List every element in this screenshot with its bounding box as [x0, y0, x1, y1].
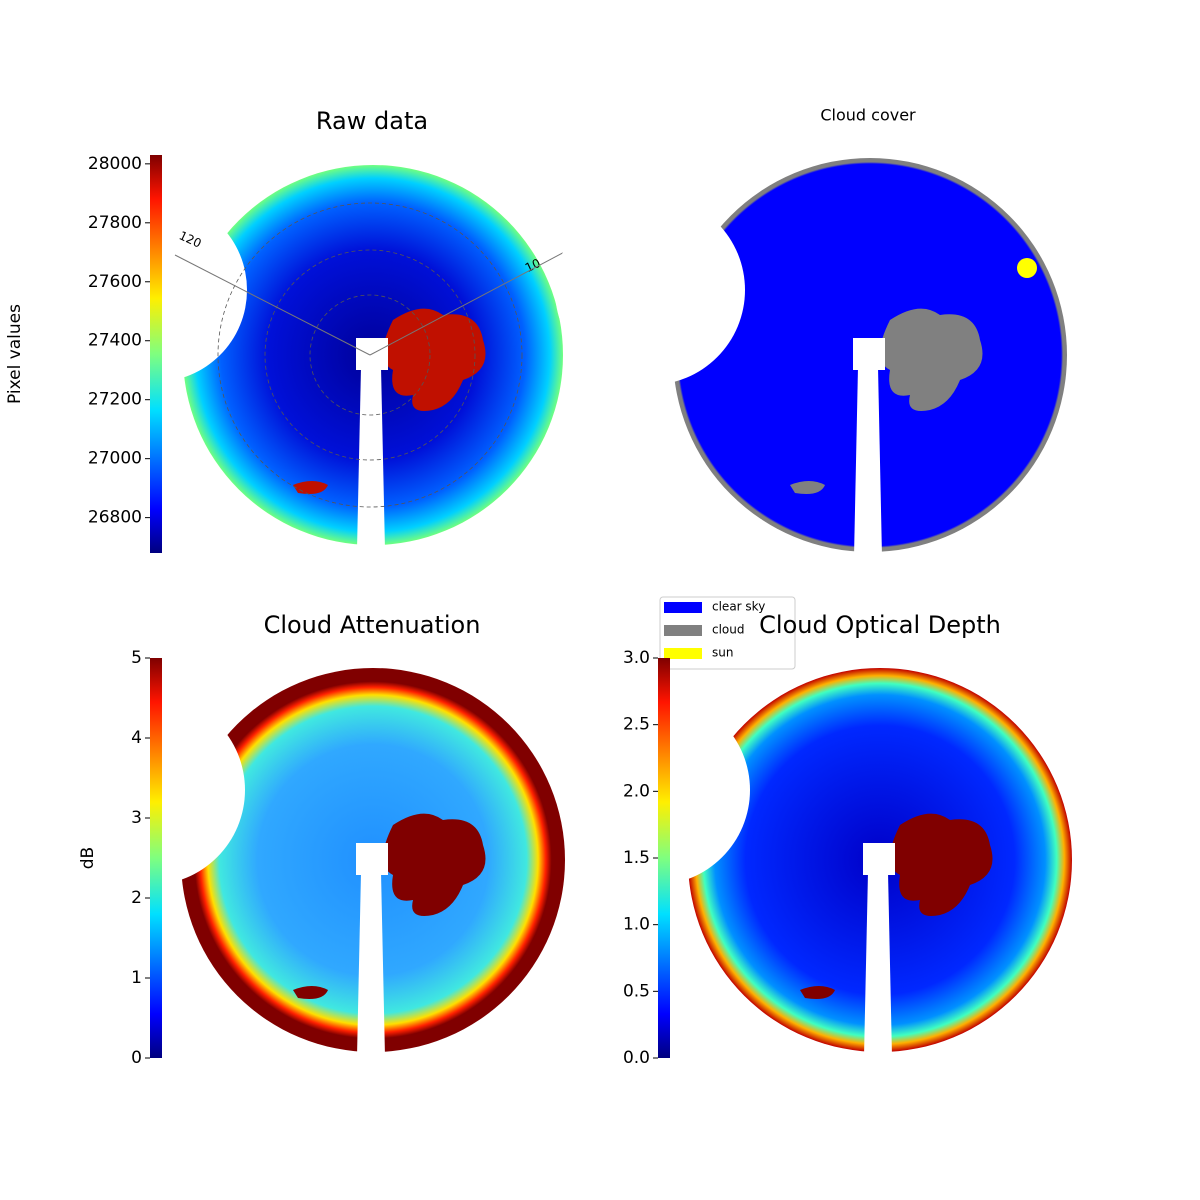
colorbar-tick-label: 27600	[88, 272, 142, 292]
cloud-region	[383, 813, 486, 916]
cloud-region	[800, 986, 835, 999]
panel-title: Cloud Optical Depth	[759, 611, 1001, 639]
colorbar-tick-label: 0.5	[623, 981, 650, 1001]
camera-mount	[853, 338, 885, 370]
polar-ring	[309, 294, 431, 416]
legend-label: sun	[712, 646, 733, 660]
colorbar-tick-label: 0	[131, 1048, 142, 1068]
colorbar	[658, 658, 670, 1058]
colorbar-tick-label: 1.0	[623, 915, 650, 935]
horizon-cutout	[560, 695, 750, 885]
colorbar-tick-label: 3.0	[623, 648, 650, 668]
polar-spoke	[174, 254, 371, 356]
colorbar-tick-label: 0.0	[623, 1048, 650, 1068]
colorbar-tick-label: 2.0	[623, 781, 650, 801]
colorbar	[150, 155, 162, 553]
camera-mount	[863, 843, 895, 875]
sky-image	[555, 158, 1067, 557]
camera-mast	[357, 872, 385, 1057]
sky-image	[55, 668, 565, 1057]
colorbar-tick-label: 26800	[88, 508, 142, 528]
colorbar-tick-label: 1.5	[623, 848, 650, 868]
horizon-cutout	[555, 195, 745, 385]
colorbar-tick-label: 4	[131, 728, 142, 748]
colorbar-tick-label: 27000	[88, 449, 142, 469]
legend-label: clear sky	[712, 600, 765, 614]
colorbar-tick-label: 3	[131, 808, 142, 828]
cloud-region	[880, 308, 983, 411]
colorbar-tick-label: 5	[131, 648, 142, 668]
cloud-region	[293, 986, 328, 999]
colorbar-tick-label: 27800	[88, 213, 142, 233]
camera-mast	[854, 367, 882, 557]
colorbar-label: Pixel values	[5, 304, 25, 404]
sky-image	[560, 668, 1072, 1057]
polar-ring	[217, 202, 523, 508]
polar-ring	[264, 249, 476, 461]
camera-mount	[356, 843, 388, 875]
polar-label: 10	[523, 256, 543, 275]
panel-title: Cloud Attenuation	[264, 611, 481, 639]
cloud-region	[890, 813, 993, 916]
polar-spoke	[369, 247, 573, 356]
legend-swatch	[664, 602, 702, 613]
colorbar-tick-label: 28000	[88, 154, 142, 174]
legend-label: cloud	[712, 623, 745, 637]
colorbar-tick-label: 2.5	[623, 715, 650, 735]
colorbar-tick-label: 1	[131, 968, 142, 988]
sun-marker	[1017, 258, 1037, 278]
camera-mast	[357, 367, 385, 550]
panel-title: Cloud cover	[820, 106, 916, 125]
colorbar-tick-label: 27400	[88, 331, 142, 351]
colorbar-tick-label: 2	[131, 888, 142, 908]
colorbar-tick-label: 27200	[88, 390, 142, 410]
legend-swatch	[664, 625, 702, 636]
legend-swatch	[664, 648, 702, 659]
cloud-region	[790, 481, 825, 494]
colorbar	[150, 658, 162, 1058]
camera-mast	[864, 872, 892, 1057]
colorbar-label: dB	[78, 847, 98, 869]
panel-title: Raw data	[316, 107, 428, 135]
